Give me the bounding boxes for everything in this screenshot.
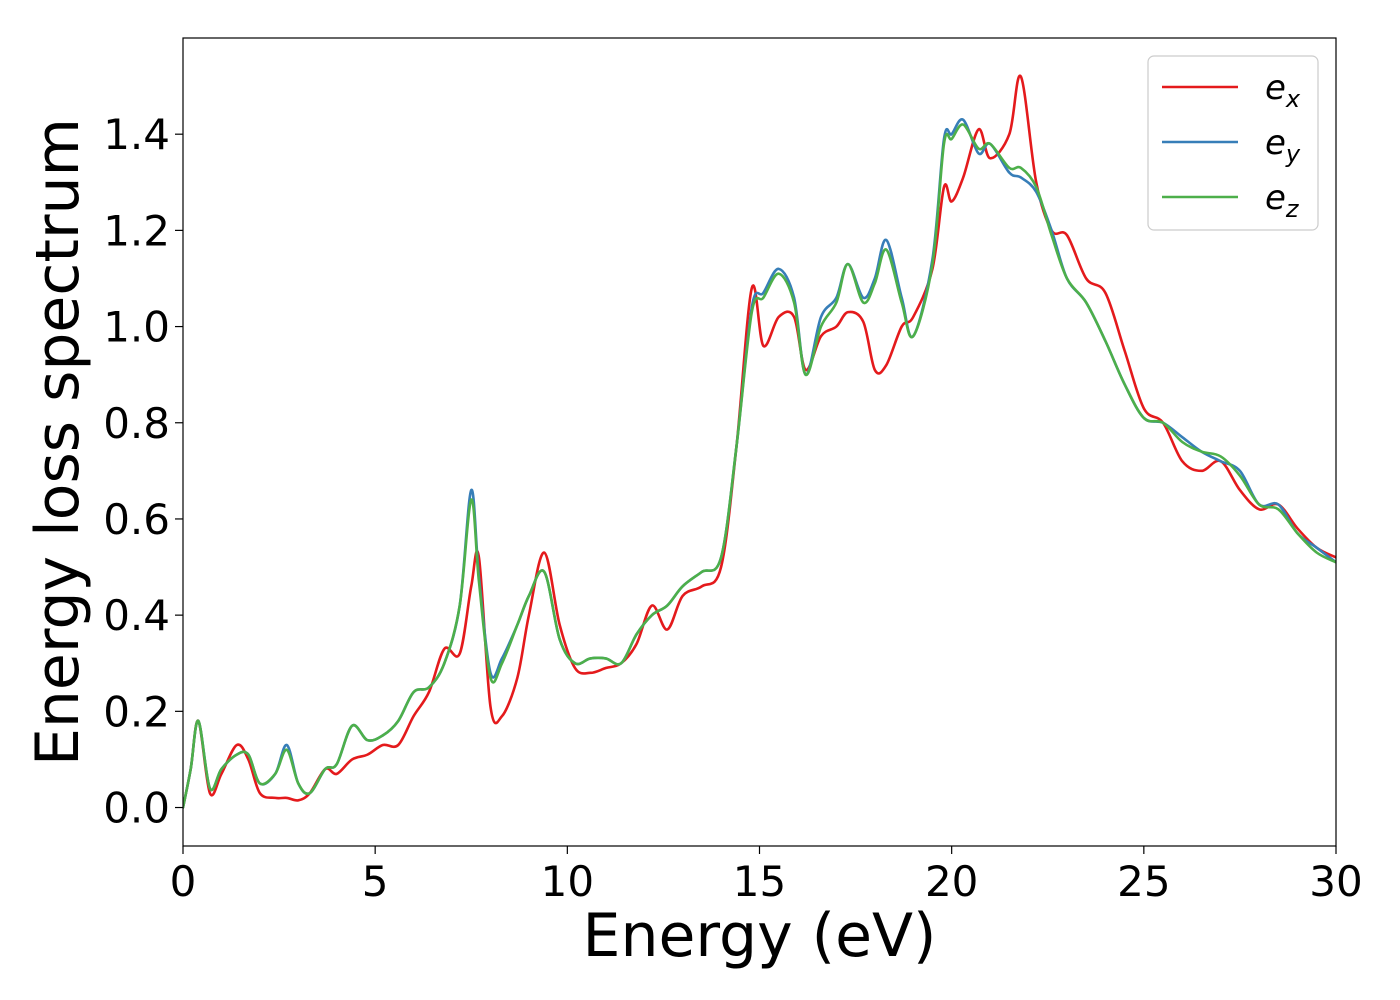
y-tick-label: 0.8 bbox=[103, 399, 170, 448]
legend-label-subscript: y bbox=[1285, 140, 1301, 168]
y-tick-label: 1.4 bbox=[103, 110, 170, 159]
series-line-ez bbox=[183, 123, 1336, 809]
legend-label-ey: ey bbox=[1265, 123, 1301, 168]
x-axis-ticks: 0 5 10 15 20 25 30 bbox=[170, 846, 1363, 906]
legend-label-base: e bbox=[1265, 178, 1286, 218]
y-tick-label: 0.2 bbox=[103, 687, 170, 736]
x-tick-label: 0 bbox=[170, 857, 197, 906]
y-axis-label: Energy loss spectrum bbox=[23, 118, 93, 766]
x-tick-label: 15 bbox=[733, 857, 786, 906]
y-tick-label: 1.0 bbox=[103, 303, 170, 352]
y-tick-label: 0.4 bbox=[103, 591, 170, 640]
x-axis-label: Energy (eV) bbox=[583, 901, 937, 971]
legend-label-ex: ex bbox=[1265, 68, 1301, 113]
x-tick-label: 25 bbox=[1117, 857, 1170, 906]
y-tick-label: 0.0 bbox=[103, 784, 170, 833]
legend-label-subscript: z bbox=[1285, 195, 1300, 223]
legend-label-ez: ez bbox=[1265, 178, 1300, 223]
y-tick-label: 1.2 bbox=[103, 206, 170, 255]
x-tick-label: 10 bbox=[541, 857, 594, 906]
x-tick-label: 30 bbox=[1309, 857, 1362, 906]
x-tick-label: 5 bbox=[362, 857, 389, 906]
y-axis-ticks: 0.0 0.2 0.4 0.6 0.8 1.0 1.2 1.4 bbox=[103, 110, 183, 833]
legend-label-subscript: x bbox=[1285, 85, 1301, 113]
legend-label-base: e bbox=[1265, 68, 1286, 108]
y-tick-label: 0.6 bbox=[103, 495, 170, 544]
series-layer bbox=[183, 74, 1336, 809]
series-line-ex bbox=[183, 74, 1336, 809]
x-tick-label: 20 bbox=[925, 857, 978, 906]
legend-label-base: e bbox=[1265, 123, 1286, 163]
